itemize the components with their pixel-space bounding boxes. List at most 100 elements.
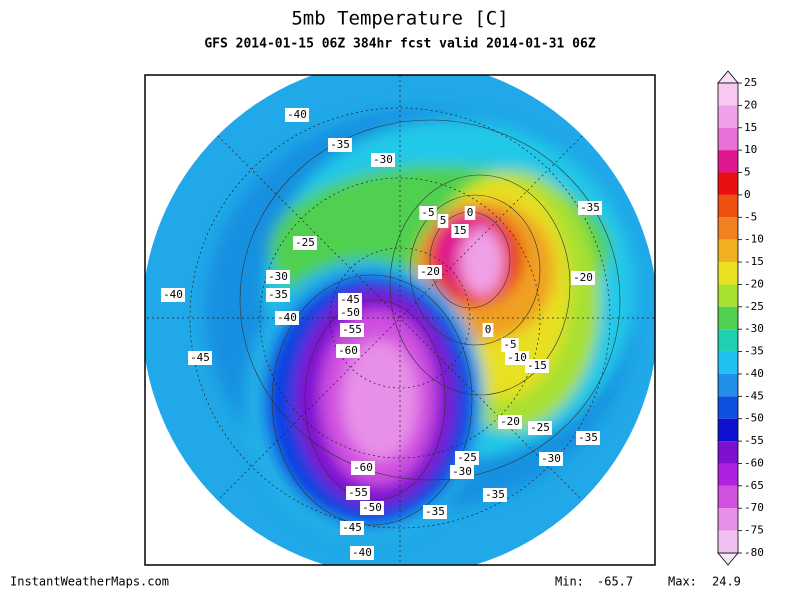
contour-label: -15: [527, 359, 547, 372]
contour-label-bg: [505, 351, 529, 365]
contour-label-bg: [266, 270, 290, 284]
contour-label-bg: [371, 153, 395, 167]
site-name: InstantWeatherMaps.com: [10, 575, 169, 589]
map-area: -40-35-30-35-55015-25-20-20-30-35-40-40-…: [145, 75, 655, 565]
contour-label-bg: [338, 293, 362, 307]
contour-labels: -40-35-30-35-55015-25-20-20-30-35-40-40-…: [161, 108, 602, 560]
colorbar-label: -80: [744, 546, 764, 559]
contour-label: -45: [190, 351, 210, 364]
contour-label-bg: [539, 452, 563, 466]
contour-label: -35: [330, 138, 350, 151]
map-frame: [144, 74, 656, 566]
contour-label-bg: [351, 461, 375, 475]
colorbar-label: -75: [744, 524, 764, 537]
contour-label: -30: [268, 270, 288, 283]
colorbar-label: 10: [744, 143, 757, 156]
colorbar-label: -45: [744, 389, 764, 402]
contour-label-bg: [340, 521, 364, 535]
color-band: [718, 530, 738, 553]
contour-label: -55: [348, 486, 368, 499]
contour-label: -40: [352, 546, 372, 559]
colorbar-label: -60: [744, 456, 764, 469]
contour-label-bg: [328, 138, 352, 152]
contour-label-bg: [418, 265, 442, 279]
colorbar-outline: [717, 82, 739, 554]
colorbar-label: -25: [744, 300, 764, 313]
contour-label-bg: [455, 451, 479, 465]
colorbar-under: [717, 552, 739, 566]
contour-label-bg: [336, 344, 360, 358]
min-value: -65.7: [597, 575, 633, 589]
contour-label: -45: [342, 521, 362, 534]
contour-label: -50: [340, 306, 360, 319]
contour-label: -35: [580, 201, 600, 214]
contour-label: -20: [573, 271, 593, 284]
map-title: 5mb Temperature [C]: [291, 8, 508, 30]
contour-label: -25: [295, 236, 315, 249]
colorbar-label: 15: [744, 121, 757, 134]
contour-label: -50: [362, 501, 382, 514]
color-band: [718, 463, 738, 486]
contour-label-bg: [340, 323, 364, 337]
graticule: [145, 75, 655, 565]
contour-label-bg: [464, 206, 476, 220]
min-label: Min:: [555, 575, 584, 589]
color-band: [718, 83, 738, 106]
color-band: [718, 127, 738, 151]
contour-label: 0: [467, 206, 474, 219]
colorbar-label: -15: [744, 255, 764, 268]
colorbar-label: -55: [744, 434, 764, 447]
contour-label: -25: [530, 421, 550, 434]
color-band: [718, 105, 738, 128]
contour-label-bg: [346, 486, 370, 500]
contour-label: -30: [373, 153, 393, 166]
contour-label: -30: [541, 452, 561, 465]
color-band: [718, 396, 738, 419]
contour-label: -35: [425, 505, 445, 518]
color-band: [718, 239, 738, 263]
contour-label: -5: [421, 206, 434, 219]
colorbar-label: 25: [744, 76, 757, 89]
contour-label: -35: [268, 288, 288, 301]
colorbar-label: -50: [744, 412, 764, 425]
color-band: [718, 194, 738, 218]
colorbar-label: -65: [744, 479, 764, 492]
contour-label: -20: [500, 415, 520, 428]
contour-label: 15: [453, 224, 466, 237]
contour-label: -45: [340, 293, 360, 306]
max-value: 24.9: [712, 575, 741, 589]
colorbar-label: -40: [744, 367, 764, 380]
contour-label-bg: [266, 288, 290, 302]
contour-label: 5: [440, 214, 447, 227]
colorbar-label: -5: [744, 210, 757, 223]
contour-label-bg: [578, 201, 602, 215]
color-band: [718, 284, 738, 307]
contour-label-bg: [188, 351, 212, 365]
color-band: [718, 217, 738, 240]
contour-label-bg: [338, 306, 362, 320]
contour-label-bg: [419, 206, 437, 220]
color-band: [718, 441, 738, 464]
color-band: [718, 150, 738, 173]
colorbar-label: -10: [744, 233, 764, 246]
contour-label-bg: [437, 214, 449, 228]
colorbar-label: -20: [744, 277, 764, 290]
contour-label-bg: [498, 415, 522, 429]
colorbar-over: [717, 70, 739, 84]
contour-label-bg: [350, 546, 374, 560]
contour-label: -35: [578, 431, 598, 444]
contour-label: -35: [485, 488, 505, 501]
colorbar-label: 20: [744, 98, 757, 111]
contour-label: -20: [420, 265, 440, 278]
contour-label: -5: [503, 338, 516, 351]
contour-label-bg: [528, 421, 552, 435]
contour-label-bg: [501, 338, 519, 352]
contour-label: -10: [507, 351, 527, 364]
contour-label-bg: [525, 359, 549, 373]
colorbar-label: -30: [744, 322, 764, 335]
color-band: [718, 329, 738, 352]
contour-label: -40: [163, 288, 183, 301]
colorbar-label: 0: [744, 188, 751, 201]
contour-label-bg: [450, 465, 474, 479]
